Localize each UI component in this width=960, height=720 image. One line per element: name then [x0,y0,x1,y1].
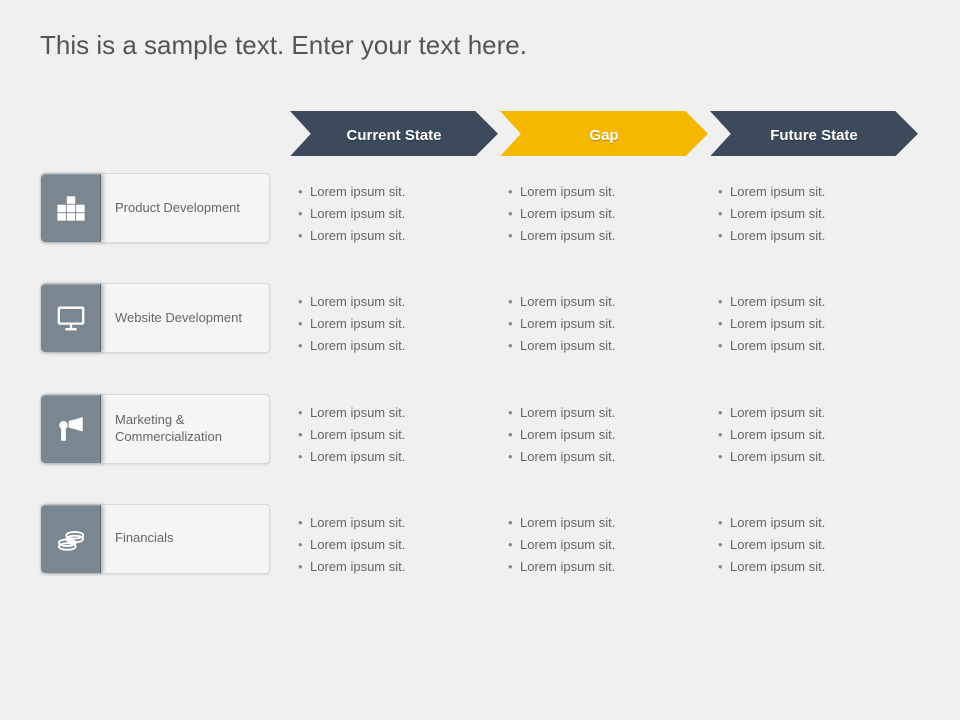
cell-3-1: Lorem ipsum sit.Lorem ipsum sit.Lorem ip… [500,490,710,600]
bullet-item: Lorem ipsum sit. [716,534,914,556]
category-label: Marketing & Commercialization [101,412,269,446]
bullet-item: Lorem ipsum sit. [716,313,914,335]
bullet-item: Lorem ipsum sit. [296,534,494,556]
page-title: This is a sample text. Enter your text h… [40,30,920,61]
bullet-item: Lorem ipsum sit. [506,446,704,468]
bullet-item: Lorem ipsum sit. [716,446,914,468]
bullet-item: Lorem ipsum sit. [296,424,494,446]
analysis-grid: Current State Gap Future State Product D… [40,111,920,600]
bullet-item: Lorem ipsum sit. [506,335,704,357]
bullet-item: Lorem ipsum sit. [296,203,494,225]
cell-0-2: Lorem ipsum sit.Lorem ipsum sit.Lorem ip… [710,159,920,269]
category-label: Website Development [101,310,269,327]
category-card-3: Financials [40,504,270,574]
cell-3-0: Lorem ipsum sit.Lorem ipsum sit.Lorem ip… [290,490,500,600]
monitor-icon [41,284,101,352]
category-card-1: Website Development [40,283,270,353]
bullet-item: Lorem ipsum sit. [716,291,914,313]
category-label: Product Development [101,200,269,217]
bullet-item: Lorem ipsum sit. [296,556,494,578]
bullet-item: Lorem ipsum sit. [506,556,704,578]
bullet-item: Lorem ipsum sit. [506,402,704,424]
blocks-icon [41,174,101,242]
bullet-item: Lorem ipsum sit. [506,424,704,446]
bullet-item: Lorem ipsum sit. [506,225,704,247]
category-label: Financials [101,530,269,547]
column-header-label: Current State [346,127,441,144]
bullet-item: Lorem ipsum sit. [716,335,914,357]
bullet-item: Lorem ipsum sit. [716,181,914,203]
column-header-2: Future State [710,111,918,159]
bullet-item: Lorem ipsum sit. [296,181,494,203]
bullet-item: Lorem ipsum sit. [296,335,494,357]
bullet-item: Lorem ipsum sit. [296,402,494,424]
header-spacer [40,111,290,159]
cell-2-0: Lorem ipsum sit.Lorem ipsum sit.Lorem ip… [290,380,500,490]
bullet-item: Lorem ipsum sit. [716,512,914,534]
bullet-item: Lorem ipsum sit. [506,181,704,203]
bullet-item: Lorem ipsum sit. [506,203,704,225]
category-card-0: Product Development [40,173,270,243]
bullet-item: Lorem ipsum sit. [296,313,494,335]
bullet-item: Lorem ipsum sit. [506,512,704,534]
bullet-item: Lorem ipsum sit. [716,402,914,424]
bullet-item: Lorem ipsum sit. [716,556,914,578]
category-card-2: Marketing & Commercialization [40,394,270,464]
cell-3-2: Lorem ipsum sit.Lorem ipsum sit.Lorem ip… [710,490,920,600]
bullet-item: Lorem ipsum sit. [296,225,494,247]
column-header-label: Future State [770,127,858,144]
cell-2-2: Lorem ipsum sit.Lorem ipsum sit.Lorem ip… [710,380,920,490]
bullet-item: Lorem ipsum sit. [716,225,914,247]
megaphone-icon [41,395,101,463]
bullet-item: Lorem ipsum sit. [506,291,704,313]
bullet-item: Lorem ipsum sit. [506,534,704,556]
bullet-item: Lorem ipsum sit. [296,512,494,534]
bullet-item: Lorem ipsum sit. [716,424,914,446]
cell-0-0: Lorem ipsum sit.Lorem ipsum sit.Lorem ip… [290,159,500,269]
column-header-0: Current State [290,111,498,159]
bullet-item: Lorem ipsum sit. [716,203,914,225]
column-header-label: Gap [589,127,618,144]
bullet-item: Lorem ipsum sit. [506,313,704,335]
coins-icon [41,505,101,573]
cell-1-1: Lorem ipsum sit.Lorem ipsum sit.Lorem ip… [500,269,710,379]
cell-2-1: Lorem ipsum sit.Lorem ipsum sit.Lorem ip… [500,380,710,490]
cell-1-0: Lorem ipsum sit.Lorem ipsum sit.Lorem ip… [290,269,500,379]
bullet-item: Lorem ipsum sit. [296,446,494,468]
cell-0-1: Lorem ipsum sit.Lorem ipsum sit.Lorem ip… [500,159,710,269]
bullet-item: Lorem ipsum sit. [296,291,494,313]
cell-1-2: Lorem ipsum sit.Lorem ipsum sit.Lorem ip… [710,269,920,379]
column-header-1: Gap [500,111,708,159]
